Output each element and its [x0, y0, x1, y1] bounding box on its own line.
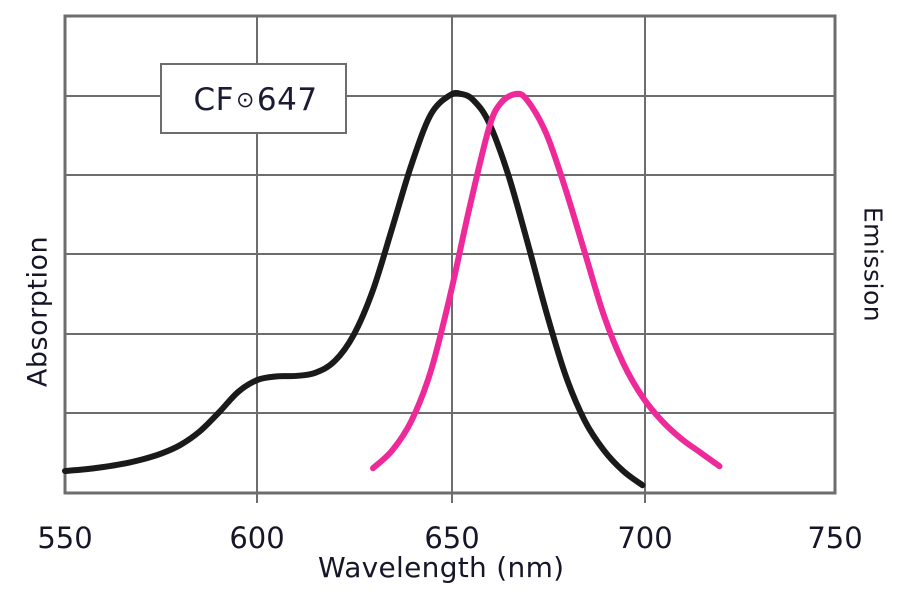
- x-axis-label: Wavelength (nm): [318, 551, 565, 584]
- legend-dye-number: 647: [256, 82, 318, 118]
- x-tick-600: 600: [229, 521, 285, 555]
- absorption-curve: [62, 90, 646, 489]
- x-tick-750: 750: [807, 521, 863, 555]
- horizontal-gridlines: [65, 95, 835, 414]
- plot-frame: [63, 14, 837, 495]
- x-tick-650: 650: [424, 521, 480, 555]
- registered-mark-icon: ⊙: [235, 88, 255, 113]
- emission-curve: [370, 90, 723, 472]
- y-axis-label-left: Absorption: [22, 235, 54, 388]
- x-tick-550: 550: [37, 521, 93, 555]
- legend-label: CF⊙647: [162, 82, 349, 118]
- x-tick-marks: [256, 493, 646, 503]
- x-tick-700: 700: [617, 521, 673, 555]
- legend-box: CF⊙647: [160, 63, 347, 134]
- y-axis-label-right: Emission: [858, 206, 888, 323]
- legend-brand-text: CF: [193, 82, 234, 118]
